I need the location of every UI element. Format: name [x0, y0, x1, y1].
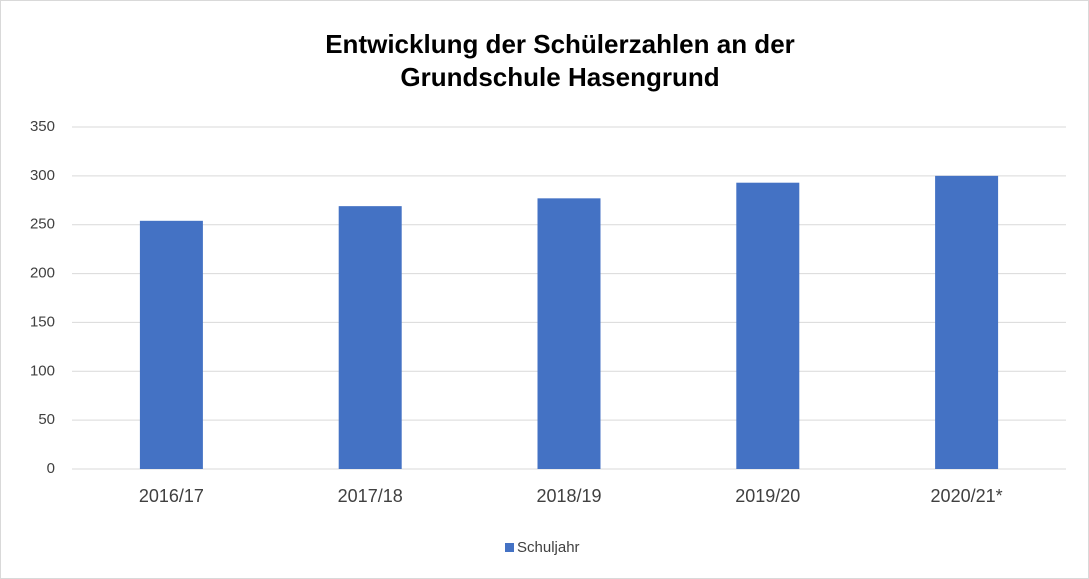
x-tick-label: 2019/20 — [735, 486, 800, 506]
x-tick-label: 2020/21* — [931, 486, 1003, 506]
y-tick-label: 200 — [30, 265, 55, 282]
legend-swatch — [505, 543, 514, 552]
x-tick-label: 2017/18 — [338, 486, 403, 506]
y-tick-label: 50 — [38, 411, 55, 428]
y-tick-label: 350 — [30, 118, 55, 135]
bar — [537, 198, 601, 469]
x-tick-label: 2016/17 — [139, 486, 204, 506]
x-tick-label: 2018/19 — [536, 486, 601, 506]
y-tick-label: 300 — [30, 167, 55, 184]
y-tick-label: 250 — [30, 216, 55, 233]
y-tick-label: 0 — [47, 460, 55, 477]
bar — [139, 220, 203, 469]
legend-label: Schuljahr — [517, 539, 580, 556]
bar — [338, 206, 402, 470]
chart-title: Entwicklung der Schülerzahlen an der Gru… — [325, 29, 795, 92]
bar — [736, 182, 800, 469]
y-tick-label: 150 — [30, 313, 55, 330]
y-tick-label: 100 — [30, 362, 55, 379]
bar — [935, 175, 999, 469]
